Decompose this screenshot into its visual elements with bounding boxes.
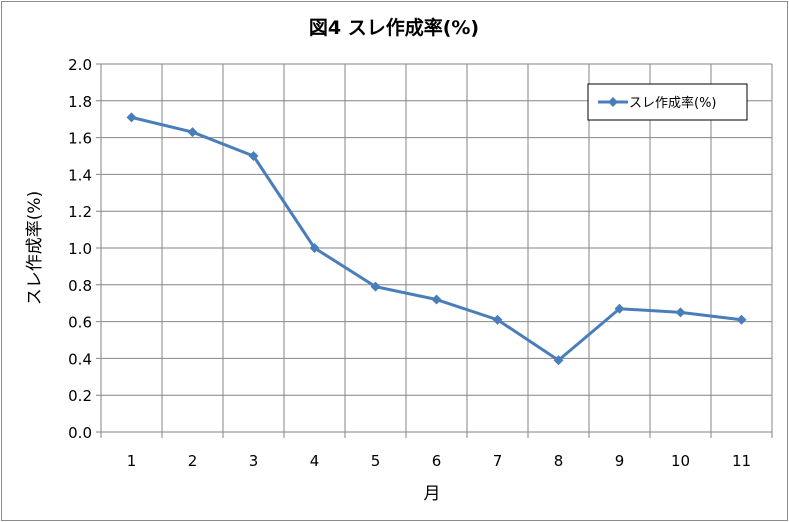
- data-point: [370, 281, 381, 292]
- data-point: [309, 243, 320, 253]
- data-point: [248, 151, 259, 161]
- data-point: [126, 112, 137, 123]
- y-tick-labels: 0.0 0.2 0.4 0.6 0.8 1.0 1.2 1.4 1.6 1.8 2.0: [68, 56, 92, 442]
- data-point: [492, 314, 503, 325]
- y-tick-label: 2.0: [68, 56, 92, 74]
- data-point: [431, 294, 442, 305]
- x-axis-label: 月: [424, 484, 441, 504]
- x-tick-label: 4: [310, 452, 320, 470]
- legend-label: スレ作成率(%): [629, 95, 717, 111]
- x-tick-label: 6: [432, 452, 442, 470]
- y-tick-label: 0.2: [68, 387, 92, 405]
- data-point: [553, 355, 564, 366]
- x-tick-label: 7: [493, 452, 503, 470]
- y-tick-label: 1.0: [68, 240, 92, 258]
- series: [126, 112, 747, 366]
- y-tick-label: 1.2: [68, 203, 92, 221]
- x-tick-labels: 1 2 3 4 5 6 7 8 9 10 11: [127, 452, 751, 470]
- x-tick-label: 10: [671, 452, 690, 470]
- y-tick-label: 0.6: [68, 314, 92, 332]
- x-tick-label: 9: [615, 452, 625, 470]
- y-tick-label: 0.8: [68, 277, 92, 295]
- y-tick-label: 1.4: [68, 166, 92, 184]
- x-tick-label: 11: [732, 452, 751, 470]
- x-tick-label: 1: [127, 452, 137, 470]
- x-tick-label: 2: [188, 452, 198, 470]
- y-tick-label: 0.0: [68, 424, 92, 442]
- y-tick-label: 0.4: [68, 350, 92, 368]
- data-point: [187, 127, 198, 138]
- x-tick-label: 5: [371, 452, 381, 470]
- x-tick-label: 8: [554, 452, 564, 470]
- legend: スレ作成率(%): [587, 83, 748, 121]
- legend-marker-icon: [608, 97, 618, 107]
- data-point: [675, 307, 686, 318]
- y-tick-label: 1.6: [68, 130, 92, 148]
- chart-title: 図4 スレ作成率(%): [309, 16, 479, 39]
- data-point: [614, 303, 625, 314]
- y-tick-label: 1.8: [68, 93, 92, 111]
- data-point: [736, 314, 747, 325]
- x-tick-label: 3: [249, 452, 259, 470]
- y-axis-label: スレ作成率(%): [25, 191, 45, 305]
